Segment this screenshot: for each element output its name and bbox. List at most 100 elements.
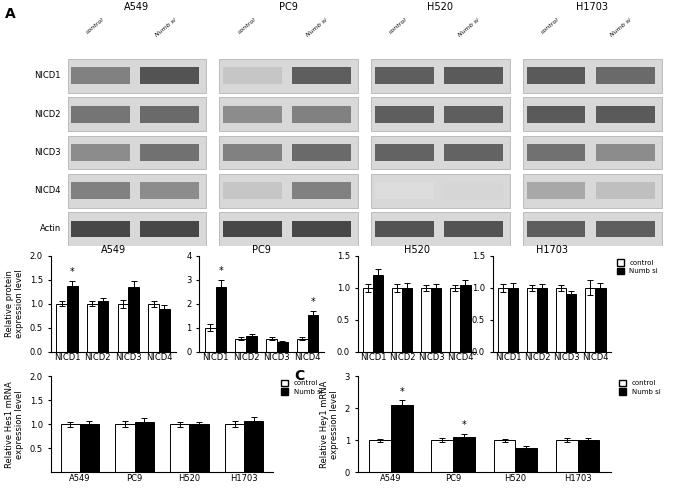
Bar [566,294,576,352]
Bar [523,59,662,93]
Bar [431,288,441,352]
Bar [68,135,206,169]
Bar [526,67,585,85]
Bar [508,288,518,352]
Legend: control, Numb si: control, Numb si [617,259,658,275]
Bar [98,302,109,352]
Text: H520: H520 [427,2,454,12]
Bar [190,424,209,472]
Bar [431,440,453,472]
Bar [68,59,206,93]
Bar [578,440,599,472]
Bar [537,288,547,352]
Bar [375,220,433,238]
Bar [292,182,351,199]
Bar [215,287,226,352]
Bar [421,288,431,352]
Bar [244,421,263,472]
Text: NICD4: NICD4 [34,186,61,195]
Bar [363,288,373,352]
Text: *: * [310,297,315,307]
Bar [68,212,206,246]
Bar [498,288,508,352]
Bar [444,106,503,123]
Text: control: control [541,17,560,35]
Bar [402,288,412,352]
Bar [526,106,585,123]
Bar [61,424,80,472]
Bar [450,288,460,352]
Bar [56,304,67,352]
Bar [444,67,503,85]
Text: PC9: PC9 [279,2,298,12]
Bar [444,144,503,161]
Bar [71,144,130,161]
Bar [523,97,662,131]
Bar [223,106,281,123]
Bar [297,338,308,352]
Bar [71,182,130,199]
Bar [219,59,358,93]
Bar [391,405,413,472]
Bar [159,308,170,352]
Bar [526,220,585,238]
Y-axis label: Relative protein
expression level: Relative protein expression level [5,270,24,338]
Bar [392,288,402,352]
Bar [219,97,358,131]
Bar [526,182,585,199]
Text: NICD3: NICD3 [34,148,61,157]
Bar [373,275,383,352]
Text: Actin: Actin [40,224,61,234]
Bar [292,106,351,123]
Bar [596,67,655,85]
Bar [308,314,319,352]
Legend: control, Numb si: control, Numb si [281,380,323,395]
Bar [148,304,159,352]
Bar [556,288,566,352]
Bar [375,106,433,123]
Text: A549: A549 [124,2,149,12]
Bar [219,135,358,169]
Bar [225,424,244,472]
Bar [80,424,99,472]
Bar [71,67,130,85]
Bar [223,182,281,199]
Bar [266,338,277,352]
Title: H520: H520 [404,245,430,255]
Text: Numb si: Numb si [610,17,632,37]
Bar [375,144,433,161]
Y-axis label: Relative Hey1 mRNA
expression level: Relative Hey1 mRNA expression level [320,381,339,468]
Bar [205,328,215,352]
Bar [277,342,288,352]
Bar [523,212,662,246]
Bar [223,67,281,85]
Legend: control, Numb si: control, Numb si [620,380,661,395]
Bar [371,97,510,131]
Bar [68,97,206,131]
Text: *: * [400,387,404,397]
Text: *: * [219,266,223,276]
Text: C: C [294,369,304,383]
Bar [170,424,190,472]
Bar [371,59,510,93]
Bar [223,144,281,161]
Text: NICD1: NICD1 [34,71,61,81]
Text: *: * [70,267,75,277]
Title: PC9: PC9 [252,245,271,255]
Bar [371,174,510,208]
Text: Numb si: Numb si [458,17,481,37]
Bar [444,220,503,238]
Title: A549: A549 [101,245,126,255]
Bar [292,67,351,85]
Bar [115,424,134,472]
Bar [595,288,605,352]
Y-axis label: Relative Hes1 mRNA
expression level: Relative Hes1 mRNA expression level [5,381,24,468]
Bar [596,106,655,123]
Bar [556,440,578,472]
Bar [369,440,391,472]
Bar [371,135,510,169]
Text: control: control [389,17,408,35]
Bar [523,135,662,169]
Bar [292,144,351,161]
Bar [67,285,78,352]
